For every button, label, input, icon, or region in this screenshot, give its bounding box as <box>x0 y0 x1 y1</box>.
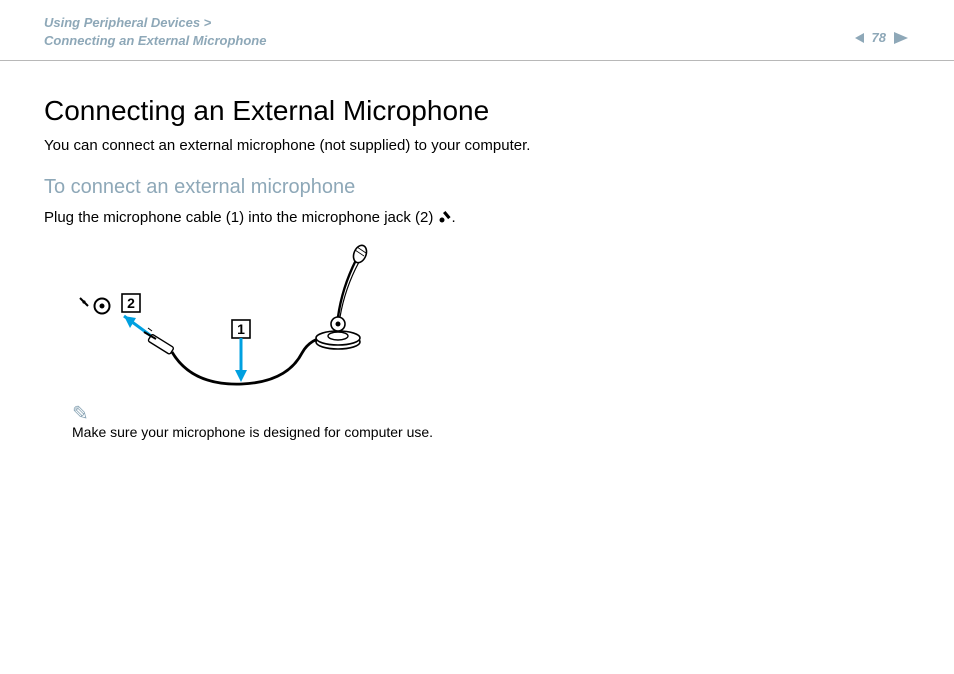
microphone-stand <box>316 244 369 350</box>
breadcrumb-line2: Connecting an External Microphone <box>44 32 266 50</box>
breadcrumb: Using Peripheral Devices > Connecting an… <box>44 14 266 50</box>
page-content: Connecting an External Microphone You ca… <box>0 61 954 440</box>
page-nav: 78 <box>854 14 910 45</box>
connection-diagram: 2 1 <box>72 238 382 398</box>
page-header: Using Peripheral Devices > Connecting an… <box>0 0 954 61</box>
page-title: Connecting an External Microphone <box>44 95 910 127</box>
page-number: 78 <box>872 30 886 45</box>
prev-page-icon[interactable] <box>854 32 866 44</box>
callout-2-label: 2 <box>127 295 135 311</box>
breadcrumb-line1: Using Peripheral Devices > <box>44 14 266 32</box>
section-subtitle: To connect an external microphone <box>44 176 910 199</box>
step-text: Plug the microphone cable (1) into the m… <box>44 209 910 226</box>
callout-1: 1 <box>232 320 250 382</box>
next-page-icon[interactable] <box>892 31 910 45</box>
step-text-post: . <box>452 209 456 226</box>
callout-2: 2 <box>122 294 140 312</box>
intro-text: You can connect an external microphone (… <box>44 137 910 154</box>
note-pencil-icon: ✎ <box>72 404 910 424</box>
microphone-jack-icon <box>438 210 452 224</box>
note-text: Make sure your microphone is designed fo… <box>72 424 910 440</box>
step-text-pre: Plug the microphone cable (1) into the m… <box>44 209 438 226</box>
note: ✎ Make sure your microphone is designed … <box>72 404 910 440</box>
microphone-cable <box>172 336 330 384</box>
jack-socket-icon <box>80 298 110 314</box>
cable-plug <box>144 328 174 355</box>
callout-1-label: 1 <box>237 321 245 337</box>
